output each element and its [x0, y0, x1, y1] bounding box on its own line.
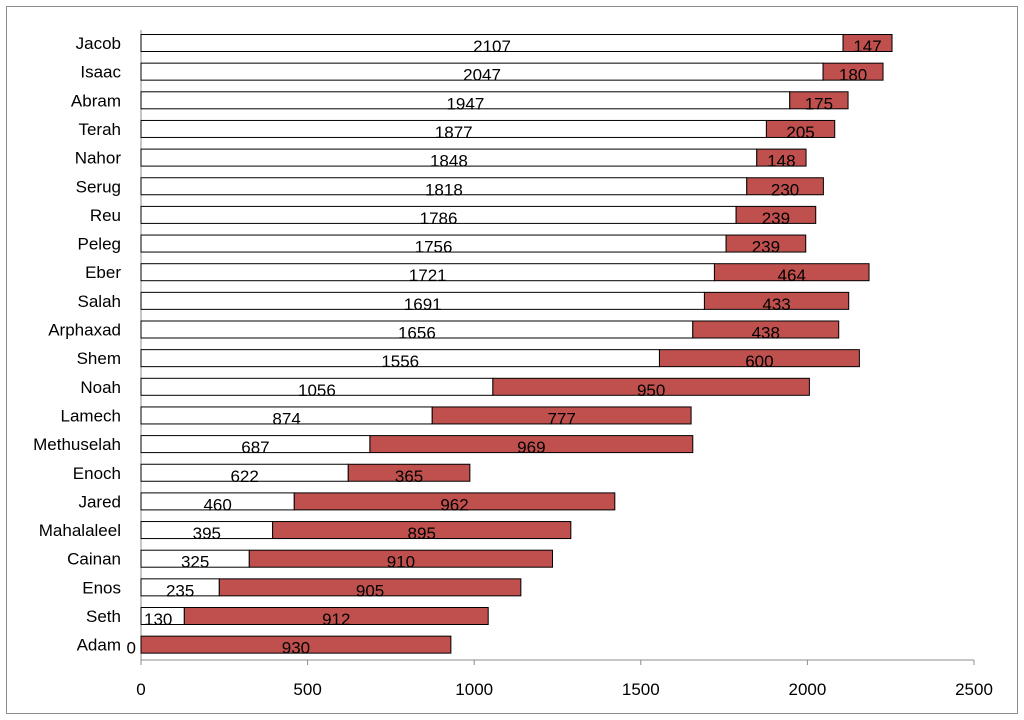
- data-label-base: 2047: [463, 66, 501, 85]
- bar-segment-remaining: [789, 91, 849, 110]
- category-label: Arphaxad: [48, 321, 121, 340]
- bar-segment-remaining: [692, 320, 840, 339]
- data-label-remaining: 930: [282, 639, 310, 658]
- data-label-base: 460: [203, 495, 231, 514]
- bar-segment-remaining: [248, 549, 554, 568]
- data-label-remaining: 912: [322, 610, 350, 629]
- data-label-base: 1848: [430, 152, 468, 171]
- category-label: Reu: [90, 206, 121, 225]
- data-label-base: 2107: [473, 37, 511, 56]
- category-label: Jacob: [76, 34, 121, 53]
- data-label-remaining: 205: [786, 123, 814, 142]
- category-label: Adam: [77, 636, 121, 655]
- x-tick-label: 500: [293, 680, 321, 699]
- data-label-base: 687: [241, 438, 269, 457]
- x-tick-label: 0: [136, 680, 145, 699]
- data-label-remaining: 230: [771, 180, 799, 199]
- bar-segment-remaining: [492, 377, 810, 396]
- bar-segment-remaining: [703, 291, 850, 310]
- data-label-base: 1056: [298, 381, 336, 400]
- bar-segment-remaining: [725, 234, 807, 253]
- data-label-remaining: 438: [752, 324, 780, 343]
- x-tick-label: 2500: [955, 680, 993, 699]
- data-label-base: 325: [181, 553, 209, 572]
- bar-segment-remaining: [431, 406, 692, 425]
- data-label-remaining: 905: [356, 581, 384, 600]
- bar-segment-remaining: [183, 607, 489, 625]
- bar-segment-remaining: [658, 349, 860, 368]
- category-label: Shem: [77, 349, 121, 368]
- bar-segment-remaining: [713, 263, 870, 282]
- category-label: Seth: [86, 607, 121, 626]
- data-label-base: 1947: [446, 94, 484, 113]
- bar-segment-remaining: [735, 205, 817, 224]
- category-label: Noah: [80, 378, 121, 397]
- data-label-base: 622: [230, 467, 258, 486]
- bar-segment-remaining: [218, 578, 522, 597]
- category-label: Enos: [82, 578, 121, 597]
- data-label-remaining: 180: [839, 66, 867, 85]
- bar-segment-remaining: [293, 492, 616, 511]
- bar-segment-remaining: [369, 435, 694, 454]
- bar-segment-remaining: [746, 177, 824, 196]
- category-label: Lamech: [61, 406, 121, 425]
- data-label-base: 1818: [425, 180, 463, 199]
- data-label-remaining: 464: [778, 266, 806, 285]
- data-label-base: 1691: [404, 295, 442, 314]
- category-label: Salah: [78, 292, 121, 311]
- data-label-remaining: 239: [762, 209, 790, 228]
- data-label-remaining: 600: [745, 352, 773, 371]
- bar-segment-remaining: [272, 521, 572, 540]
- data-label-base: 1721: [409, 266, 447, 285]
- category-label: Mahalaleel: [39, 521, 121, 540]
- category-label: Terah: [78, 120, 121, 139]
- data-label-base: 1877: [435, 123, 473, 142]
- category-label: Eber: [85, 263, 121, 282]
- data-label-remaining: 962: [440, 495, 468, 514]
- category-label: Serug: [76, 177, 121, 196]
- category-label: Jared: [78, 492, 121, 511]
- data-label-base: 1556: [381, 352, 419, 371]
- category-label: Nahor: [75, 149, 122, 168]
- data-label-remaining: 433: [762, 295, 790, 314]
- data-label-remaining: 895: [408, 524, 436, 543]
- x-tick-label: 2000: [788, 680, 826, 699]
- data-label-base: 0: [127, 639, 136, 658]
- data-label-remaining: 777: [547, 409, 575, 428]
- data-label-base: 1786: [420, 209, 458, 228]
- category-label: Cainan: [67, 550, 121, 569]
- data-label-remaining: 148: [767, 152, 795, 171]
- category-label: Abram: [71, 91, 121, 110]
- data-label-remaining: 969: [517, 438, 545, 457]
- bar-segment-remaining: [765, 119, 836, 138]
- data-label-remaining: 175: [805, 94, 833, 113]
- data-label-remaining: 147: [853, 37, 881, 56]
- bar-segment-remaining: [347, 463, 471, 482]
- data-label-remaining: 239: [752, 238, 780, 257]
- bar-segment-remaining: [140, 635, 452, 654]
- data-label-base: 395: [193, 524, 221, 543]
- x-tick-label: 1000: [455, 680, 493, 699]
- bar-segment-remaining: [822, 62, 884, 81]
- data-label-base: 874: [272, 409, 300, 428]
- category-label: Isaac: [80, 63, 121, 82]
- data-label-base: 130: [144, 610, 172, 629]
- data-label-remaining: 950: [637, 381, 665, 400]
- data-label-base: 235: [166, 581, 194, 600]
- data-label-remaining: 910: [387, 553, 415, 572]
- bar-segment-remaining: [756, 148, 807, 167]
- data-label-base: 1756: [415, 238, 453, 257]
- category-label: Peleg: [78, 235, 121, 254]
- category-label: Methuselah: [33, 435, 121, 454]
- x-tick-label: 1500: [622, 680, 660, 699]
- data-label-base: 1656: [398, 324, 436, 343]
- category-label: Enoch: [73, 464, 121, 483]
- bar-segment-remaining: [842, 34, 893, 52]
- data-label-remaining: 365: [395, 467, 423, 486]
